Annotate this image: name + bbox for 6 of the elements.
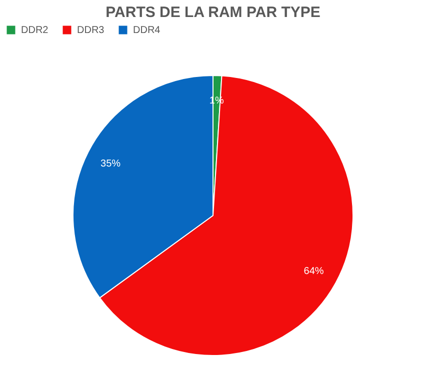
legend-label: DDR2	[21, 25, 49, 36]
data-label: 35%	[100, 158, 121, 170]
chart-title: PARTS DE LA RAM PAR TYPE	[106, 4, 320, 21]
legend-label: DDR3	[77, 25, 105, 36]
data-label: 64%	[304, 266, 324, 277]
legend-label: DDR4	[133, 25, 161, 36]
